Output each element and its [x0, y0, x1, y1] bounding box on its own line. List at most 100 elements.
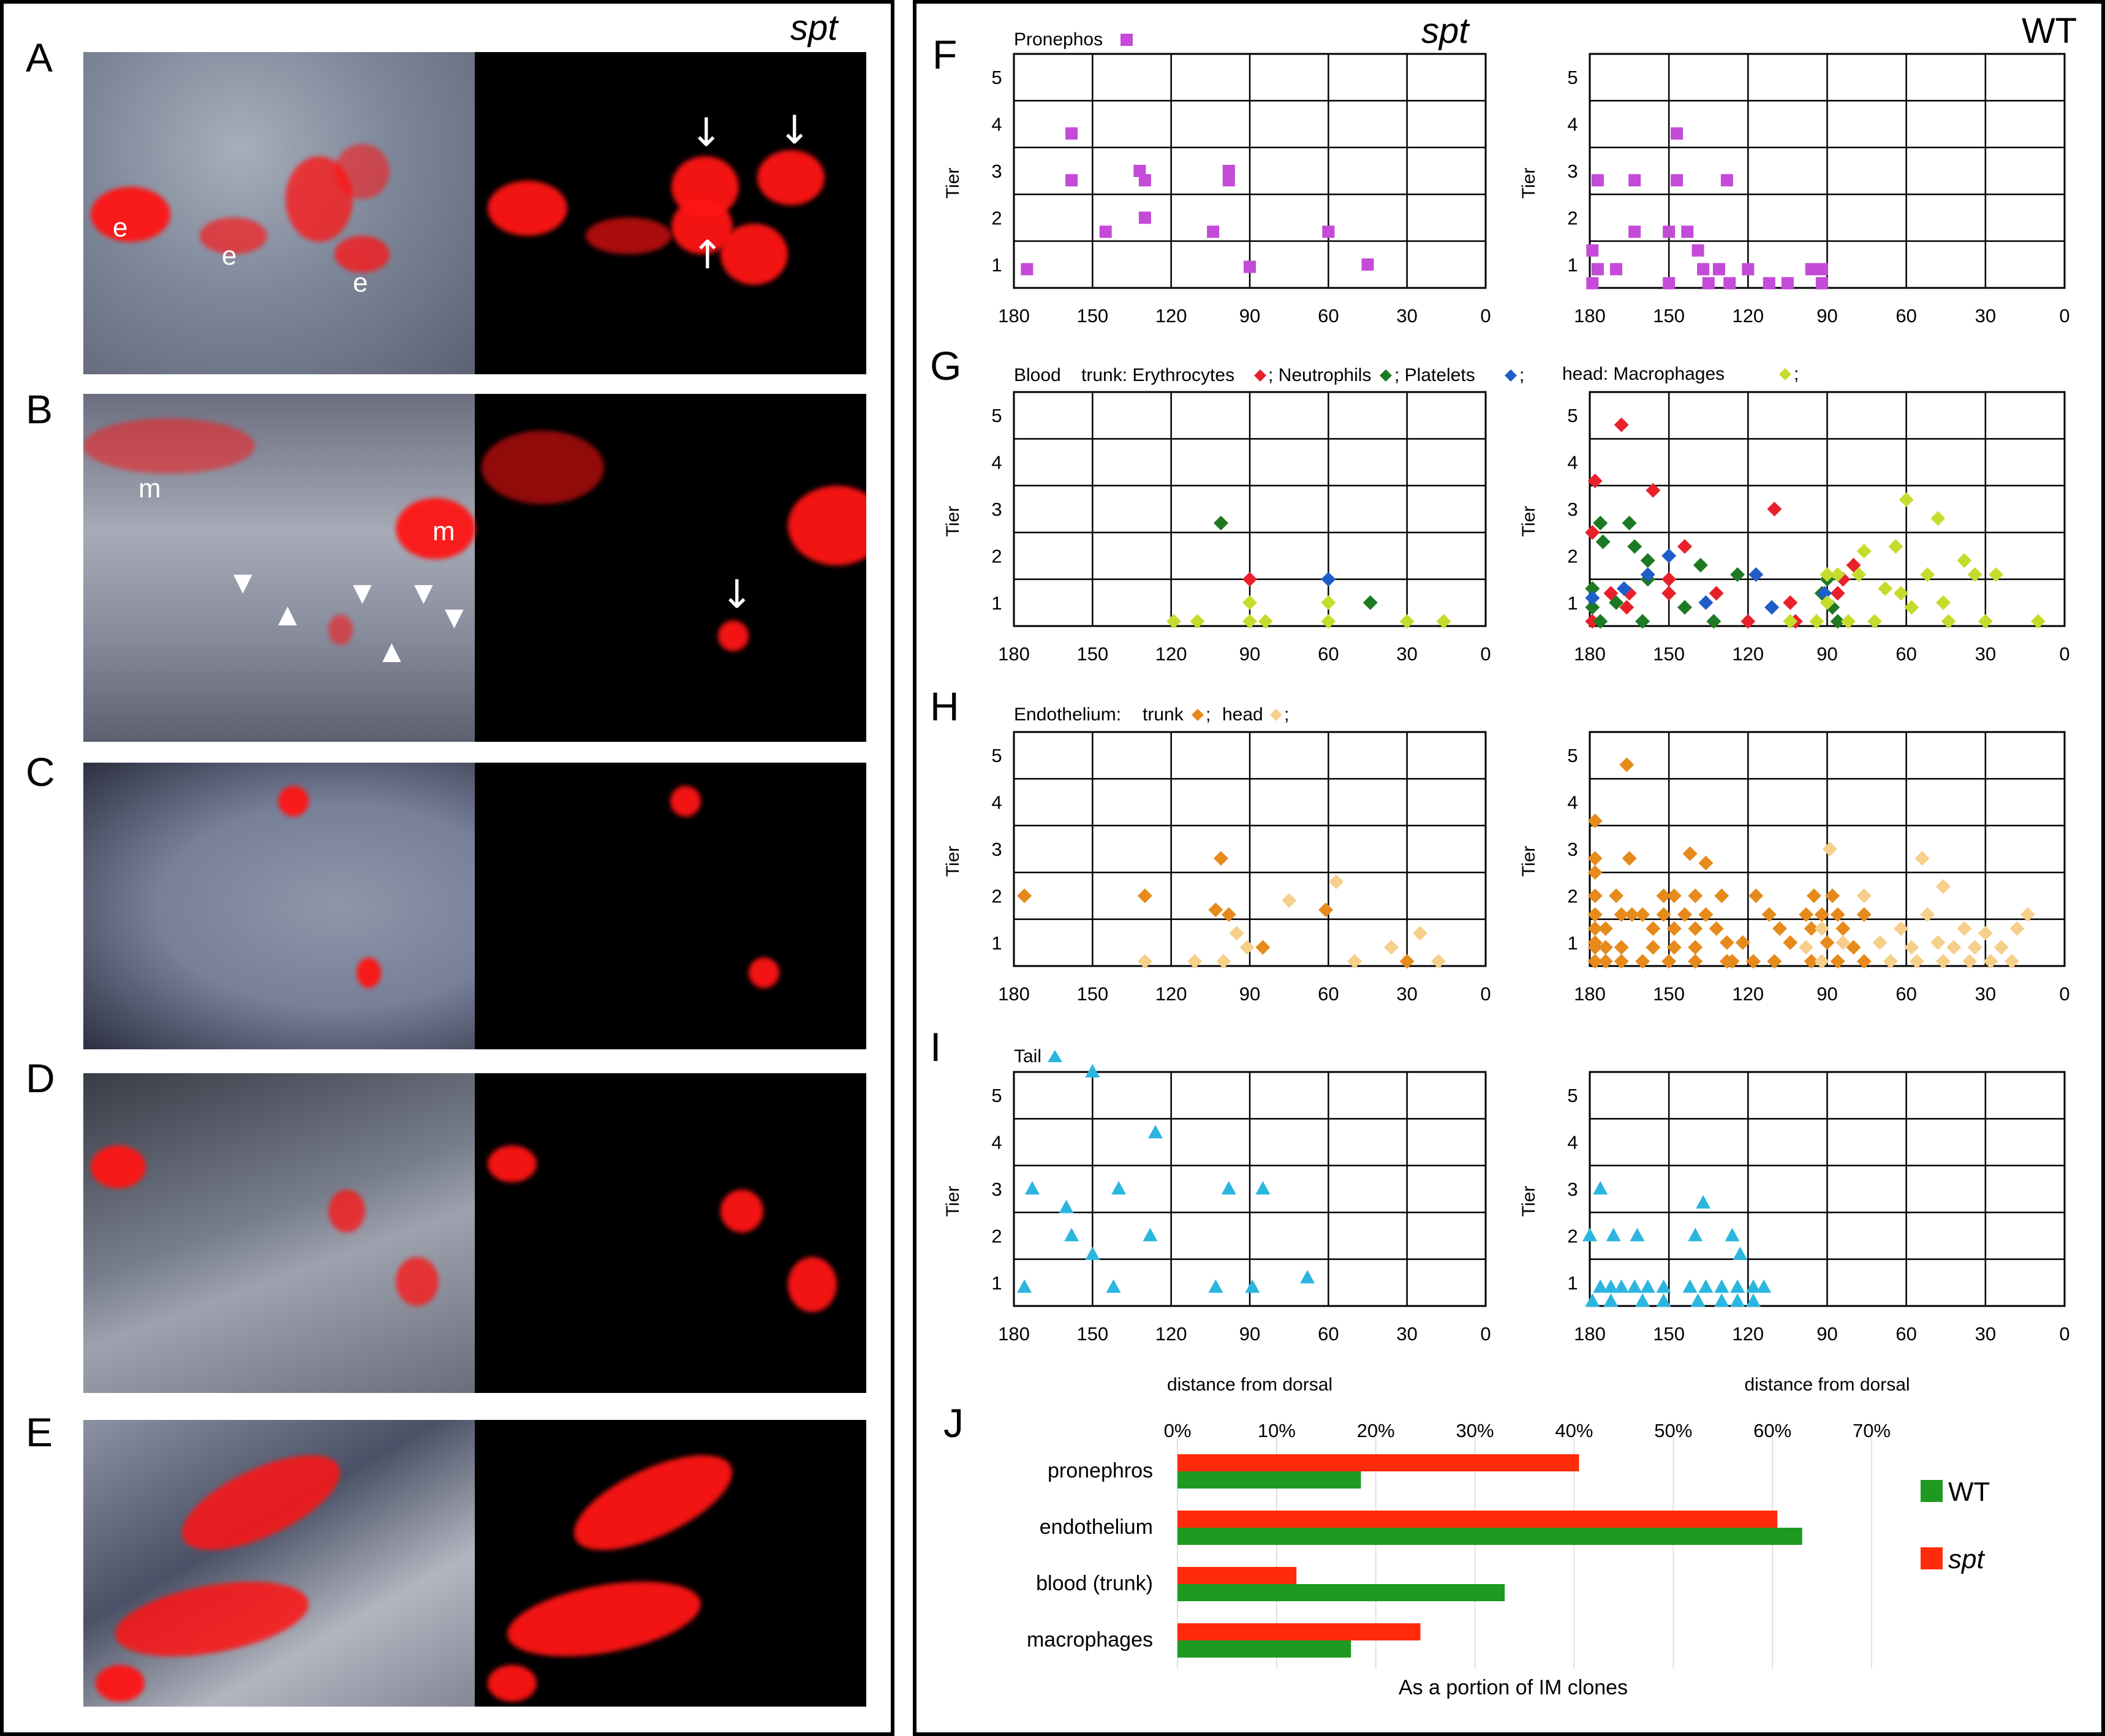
- data-point: [1630, 1228, 1645, 1242]
- data-point: [1591, 174, 1604, 187]
- data-point: [1627, 539, 1642, 554]
- y-tick-label: 2: [1567, 207, 1578, 228]
- x-tick-label: 180: [998, 643, 1030, 665]
- y-axis-title: Tier: [943, 168, 963, 199]
- y-tick-label: 1: [991, 932, 1002, 954]
- data-point: [1640, 1279, 1655, 1293]
- data-point: [1619, 757, 1634, 772]
- data-point: [1783, 595, 1798, 610]
- data-point: [1361, 258, 1374, 271]
- y-tick-label: 3: [991, 1179, 1002, 1200]
- data-point: [1085, 1064, 1100, 1077]
- data-point: [1989, 567, 2004, 582]
- data-point: [1830, 954, 1845, 969]
- micrograph-b: m m ▼ ▲ ▼ ▼ ▼ ▲ ↓: [83, 394, 866, 742]
- data-point: [1730, 1293, 1745, 1307]
- y-axis-title: Tier: [943, 846, 963, 877]
- data-point: [1300, 1270, 1315, 1284]
- legend-marker-erythrocyte: [1254, 369, 1266, 382]
- data-point: [1609, 595, 1624, 610]
- data-point: [1221, 907, 1236, 922]
- data-point: [1781, 277, 1794, 290]
- data-point: [1666, 921, 1682, 936]
- data-point: [1957, 921, 1972, 936]
- data-point: [1347, 954, 1362, 969]
- data-point: [1962, 954, 1977, 969]
- x-tick-label: 120: [1732, 1323, 1764, 1345]
- legend-trunk-erythrocytes: trunk: Erythrocytes: [1081, 365, 1234, 385]
- y-tick-label: 1: [991, 254, 1002, 276]
- x-tick-label: 60: [1318, 1323, 1339, 1345]
- data-point: [1595, 534, 1611, 549]
- data-point: [1830, 586, 1845, 601]
- arrow-down-icon: ↓: [720, 572, 754, 617]
- x-tick-label: 90: [1816, 1323, 1837, 1345]
- x-tick-label: 30: [1396, 305, 1417, 326]
- data-point: [1671, 127, 1684, 140]
- y-tick-label: 5: [991, 67, 1002, 88]
- data-point: [2020, 907, 2035, 922]
- arrow-down-icon: ↓: [778, 108, 811, 153]
- data-point: [1635, 1293, 1650, 1307]
- legend-blood: Blood: [1014, 365, 1061, 385]
- x-tick-label: 40%: [1555, 1420, 1593, 1441]
- data-point: [1322, 225, 1335, 238]
- data-point: [1804, 954, 1819, 969]
- y-tick-label: 3: [1567, 1179, 1578, 1200]
- data-point: [1920, 567, 1935, 582]
- x-tick-label: 180: [998, 1323, 1030, 1345]
- data-point: [1138, 174, 1151, 187]
- x-tick-label: 0: [1480, 1323, 1491, 1345]
- data-point: [1730, 1279, 1745, 1293]
- x-axis-title: As a portion of IM clones: [1399, 1676, 1628, 1699]
- data-point: [1585, 581, 1600, 596]
- legend-swatch-wt: [1921, 1480, 1943, 1502]
- data-point: [1930, 935, 1946, 950]
- epithelium-label: e: [353, 268, 368, 298]
- data-point: [1242, 572, 1257, 587]
- y-tick-label: 2: [991, 1225, 1002, 1247]
- data-point: [1614, 1279, 1629, 1293]
- data-point: [1814, 907, 1829, 922]
- data-point: [1208, 1279, 1223, 1293]
- legend-separator: ;: [1206, 704, 1211, 725]
- data-point: [1709, 921, 1724, 936]
- data-point: [1978, 614, 1993, 629]
- data-point: [1656, 1279, 1671, 1293]
- data-point: [1222, 174, 1235, 187]
- y-tick-label: 1: [1567, 932, 1578, 954]
- x-tick-label: 180: [998, 983, 1030, 1005]
- data-point: [1622, 515, 1637, 530]
- data-point: [1814, 921, 1829, 936]
- data-point: [1756, 1279, 1772, 1293]
- data-point: [1920, 907, 1935, 922]
- column-title-spt: spt: [1421, 11, 1470, 51]
- data-point: [1138, 211, 1151, 224]
- data-point: [1719, 954, 1734, 969]
- data-point: [1730, 567, 1745, 582]
- y-axis-title: Tier: [1519, 506, 1539, 537]
- data-point: [1725, 1228, 1740, 1242]
- legend-endothelium: Endothelium:: [1014, 704, 1121, 725]
- arrowhead-icon: ▼: [233, 568, 252, 597]
- data-point: [1682, 1279, 1698, 1293]
- micrograph-a: e e e ↓ ↓ ↑: [83, 52, 866, 374]
- data-point: [1806, 888, 1821, 904]
- x-tick-label: 0: [1480, 643, 1491, 665]
- x-tick-label: 90: [1239, 983, 1260, 1005]
- bar-spt: [1177, 1623, 1421, 1640]
- data-point: [1614, 907, 1629, 922]
- legend-neutrophils: ; Neutrophils: [1268, 365, 1371, 385]
- y-tick-label: 2: [1567, 885, 1578, 907]
- y-tick-label: 4: [991, 1132, 1002, 1153]
- x-tick-label: 60: [1895, 643, 1916, 665]
- data-point: [1282, 893, 1297, 908]
- data-point: [1106, 1279, 1121, 1293]
- data-point: [1663, 277, 1676, 290]
- data-point: [1935, 595, 1951, 610]
- data-point: [1624, 907, 1639, 922]
- data-point: [1872, 935, 1888, 950]
- data-point: [1820, 935, 1835, 950]
- data-point: [1706, 614, 1721, 629]
- arrow-down-icon: ↓: [690, 110, 723, 156]
